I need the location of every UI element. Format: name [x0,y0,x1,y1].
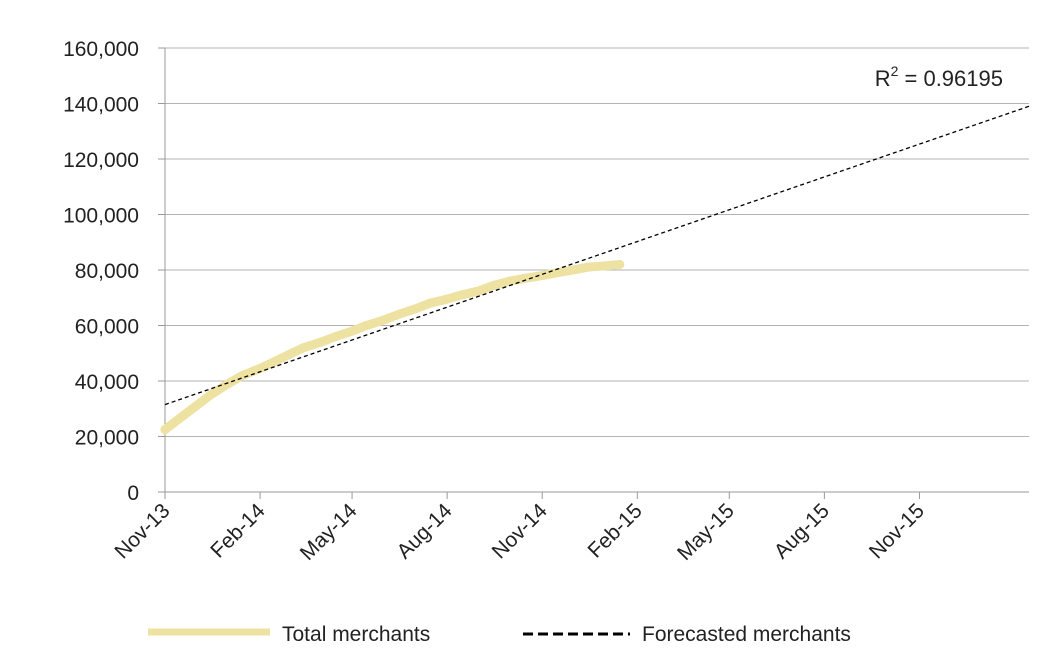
x-tick-label: Feb-14 [206,499,270,563]
series-line-forecasted-merchants [164,105,1030,406]
data-point-total-merchants [379,315,389,325]
x-tick-label: Aug-15 [770,499,834,563]
data-point-total-merchants [568,265,578,275]
data-point-total-merchants [160,425,170,435]
y-tick-label: 140,000 [63,94,139,117]
data-point-total-merchants [362,321,372,330]
x-tick-label: Aug-14 [393,499,457,563]
data-point-total-merchants [520,273,530,283]
y-tick-label: 80,000 [75,260,139,283]
data-point-total-merchants [474,286,484,296]
x-tick-label: May-14 [296,499,362,565]
legend-label-total: Total merchants [282,623,430,646]
data-point-total-merchants [583,262,593,272]
legend-label-forecast: Forecasted merchants [642,623,851,646]
data-point-total-merchants [191,401,201,411]
y-axis-ticks: 0 20,000 40,000 60,000 80,000 100,000 120,000 1… [63,38,165,505]
data-point-total-merchants [615,259,625,269]
x-tick-label: Nov-13 [110,499,174,563]
y-tick-label: 160,000 [63,38,139,61]
y-tick-label: 120,000 [63,149,139,172]
r-squared-annotation: R2 = 0.96195 [875,63,1003,91]
data-point-total-merchants [284,350,294,360]
data-point-total-merchants [174,413,184,423]
series-line-total-merchants [160,260,625,435]
r-squared-superscript: 2 [891,63,899,79]
y-tick-label: 100,000 [63,205,139,228]
data-point-total-merchants [552,268,562,278]
data-point-total-merchants [205,390,215,400]
data-point-total-merchants [316,337,326,347]
data-point-total-merchants [223,379,233,389]
data-point-total-merchants [442,294,452,304]
r-squared-base: R [875,66,891,91]
data-point-total-merchants [410,304,420,314]
data-point-total-merchants [331,332,341,342]
y-tick-label: 40,000 [75,371,139,394]
y-tick-label: 60,000 [75,316,139,339]
x-tick-label: Nov-15 [865,499,929,563]
data-point-total-merchants [489,280,499,290]
data-point-total-merchants [298,343,308,353]
x-tick-label: May-15 [673,499,739,565]
data-point-total-merchants [505,276,515,286]
series-group [160,105,1030,435]
x-axis-ticks: Nov-13 Feb-14 May-14 Aug-14 Nov-14 Feb-15 May-… [110,492,929,565]
data-point-total-merchants [600,261,610,271]
data-point-total-merchants [347,326,357,336]
data-point-total-merchants [270,357,280,367]
x-tick-label: Nov-14 [488,499,552,563]
r-squared-value: = 0.96195 [898,66,1003,91]
legend: Total merchants Forecasted merchants [148,623,851,646]
data-point-total-merchants [425,298,435,308]
y-tick-label: 0 [127,482,139,505]
x-tick-label: Feb-15 [584,499,647,562]
y-tick-label: 20,000 [75,427,139,450]
data-point-total-merchants [255,364,265,374]
data-point-total-merchants [394,309,404,319]
data-point-total-merchants [457,290,467,300]
